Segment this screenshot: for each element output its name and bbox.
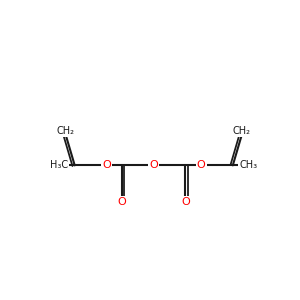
Text: CH₂: CH₂ [57,126,75,136]
Text: H₃C: H₃C [50,160,68,170]
Text: O: O [118,197,127,207]
Text: O: O [102,160,111,170]
Text: O: O [181,197,190,207]
Text: O: O [197,160,206,170]
Text: O: O [149,160,158,170]
Text: CH₃: CH₃ [239,160,258,170]
Text: CH₂: CH₂ [232,126,250,136]
